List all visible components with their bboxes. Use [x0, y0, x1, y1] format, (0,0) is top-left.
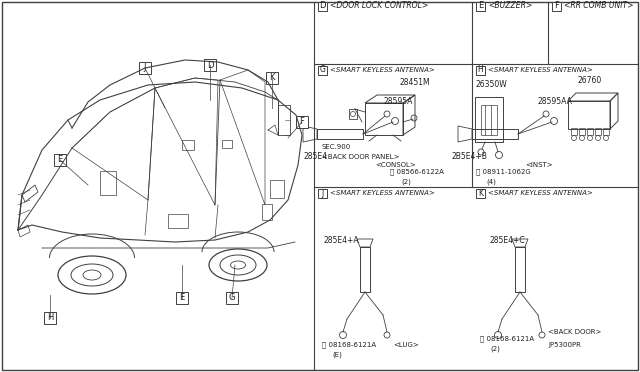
Bar — [139, 62, 151, 74]
Text: H: H — [477, 65, 483, 74]
Text: 285E4+C: 285E4+C — [490, 236, 525, 245]
Text: Ⓑ 08168-6121A: Ⓑ 08168-6121A — [322, 342, 376, 348]
Text: SEC.900: SEC.900 — [322, 144, 351, 150]
Text: F: F — [300, 118, 305, 126]
Text: (2): (2) — [490, 346, 500, 352]
Bar — [278, 105, 290, 135]
Text: E: E — [478, 1, 483, 10]
Bar — [100, 171, 116, 195]
Bar — [579, 128, 585, 135]
Text: <BACK DOOR PANEL>: <BACK DOOR PANEL> — [322, 154, 399, 160]
Bar — [568, 101, 610, 129]
Text: (2): (2) — [401, 179, 411, 185]
Text: Ⓝ 08911-1062G: Ⓝ 08911-1062G — [476, 169, 531, 175]
Text: <INST>: <INST> — [525, 162, 552, 168]
Bar — [270, 180, 284, 198]
Bar — [226, 292, 238, 304]
Text: Ⓑ 08168-6121A: Ⓑ 08168-6121A — [480, 336, 534, 342]
Bar — [603, 128, 609, 135]
Ellipse shape — [58, 256, 126, 294]
Bar — [318, 65, 327, 74]
Text: (E): (E) — [332, 352, 342, 358]
Bar — [552, 1, 561, 10]
Text: 28451M: 28451M — [400, 78, 431, 87]
Bar — [168, 214, 188, 228]
Bar — [266, 72, 278, 84]
Bar — [481, 105, 497, 135]
Text: <RR COMB UNIT>: <RR COMB UNIT> — [564, 1, 634, 10]
Text: E: E — [58, 155, 63, 164]
Text: G: G — [319, 65, 325, 74]
Text: 26350W: 26350W — [476, 80, 508, 89]
Bar — [44, 312, 56, 324]
Bar — [182, 140, 194, 150]
Bar — [222, 140, 232, 148]
Text: H: H — [47, 314, 53, 323]
Text: <SMART KEYLESS ANTENNA>: <SMART KEYLESS ANTENNA> — [488, 190, 593, 196]
Bar — [318, 1, 327, 10]
Text: J: J — [144, 64, 147, 73]
Text: J: J — [321, 189, 324, 198]
Bar — [587, 128, 593, 135]
Bar — [296, 116, 308, 128]
Bar — [595, 128, 601, 135]
Text: F: F — [554, 1, 559, 10]
Text: <CONSOL>: <CONSOL> — [375, 162, 416, 168]
Bar — [571, 128, 577, 135]
Text: (4): (4) — [486, 179, 496, 185]
Bar — [54, 154, 66, 166]
Bar — [475, 97, 503, 142]
Bar — [365, 103, 403, 135]
Text: <SMART KEYLESS ANTENNA>: <SMART KEYLESS ANTENNA> — [330, 190, 435, 196]
Text: 2B5E4+B: 2B5E4+B — [452, 152, 488, 161]
Text: <SMART KEYLESS ANTENNA>: <SMART KEYLESS ANTENNA> — [330, 67, 435, 73]
Bar — [318, 189, 327, 198]
Bar — [204, 59, 216, 71]
Text: D: D — [207, 61, 213, 70]
Ellipse shape — [209, 249, 267, 281]
Text: JP5300PR: JP5300PR — [548, 342, 581, 348]
Text: G: G — [228, 294, 236, 302]
Text: <BUZZER>: <BUZZER> — [488, 1, 532, 10]
Bar — [476, 65, 485, 74]
Text: K: K — [269, 74, 275, 83]
Text: 28595A: 28595A — [383, 97, 412, 106]
Text: Ⓢ 08566-6122A: Ⓢ 08566-6122A — [390, 169, 444, 175]
Text: 285E4: 285E4 — [303, 152, 327, 161]
Bar — [476, 1, 485, 10]
Bar — [476, 189, 485, 198]
Text: E: E — [179, 294, 184, 302]
Text: 28595AA: 28595AA — [538, 97, 573, 106]
Text: 26760: 26760 — [578, 76, 602, 85]
Bar — [176, 292, 188, 304]
Text: <DOOR LOCK CONTROL>: <DOOR LOCK CONTROL> — [330, 1, 428, 10]
Text: <LUG>: <LUG> — [393, 342, 419, 348]
Text: 285E4+A: 285E4+A — [324, 236, 360, 245]
Bar — [262, 204, 272, 220]
Bar — [349, 109, 357, 119]
Text: D: D — [319, 1, 326, 10]
Text: <SMART KEYLESS ANTENNA>: <SMART KEYLESS ANTENNA> — [488, 67, 593, 73]
Text: K: K — [478, 189, 483, 198]
Text: <BACK DOOR>: <BACK DOOR> — [548, 329, 602, 335]
